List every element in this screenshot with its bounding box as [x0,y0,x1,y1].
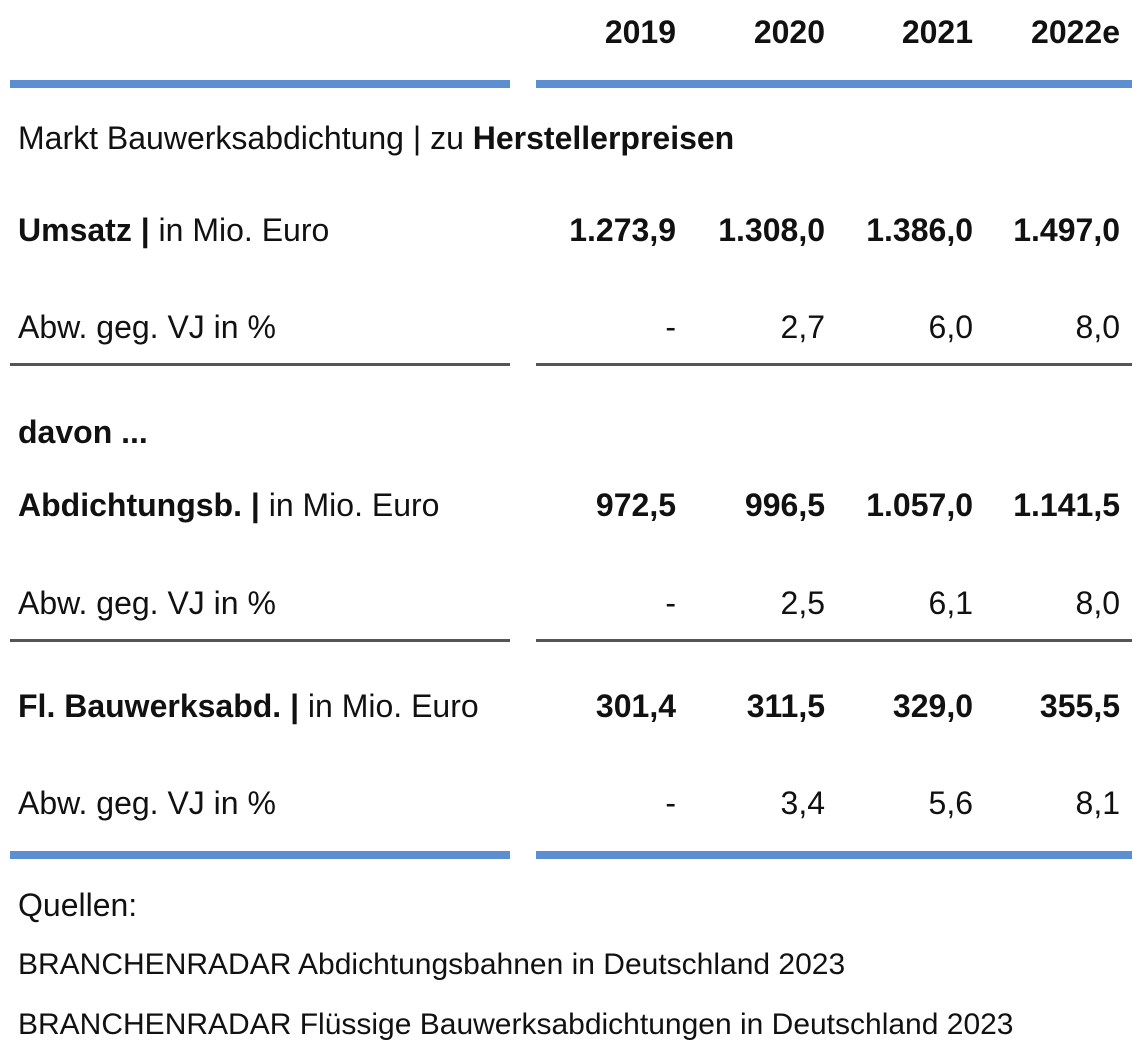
column-header: 2019 [604,14,676,50]
column-header: 2020 [753,14,825,50]
cell-value: - [665,785,676,821]
cell-value: 301,4 [595,688,676,724]
rule [10,80,510,88]
cell-value: 1.386,0 [866,212,973,248]
row-label-text: Abw. geg. VJ in % [18,309,276,345]
rule [10,363,510,366]
row-label: Abdichtungsb. | in Mio. Euro [18,485,439,525]
cell-value: 5,6 [928,785,973,821]
sources-title: Quellen: [18,887,138,923]
row-label-bold: Fl. Bauwerksabd. | [18,688,300,724]
subheading: davon ... [18,414,148,450]
cell-value: 355,5 [1039,688,1120,724]
row-label: Fl. Bauwerksabd. | in Mio. Euro [18,686,479,726]
source-line: BRANCHENRADAR Flüssige Bauwerksabdichtun… [18,1008,1014,1041]
cell-value: 311,5 [746,688,825,724]
rule [536,363,1132,366]
rule [536,639,1132,642]
rule [536,80,1132,88]
source-line: BRANCHENRADAR Abdichtungsbahnen in Deuts… [18,948,846,981]
row-label-text: Abw. geg. VJ in % [18,785,276,821]
cell-value: 972,5 [595,487,676,523]
cell-value: 2,7 [780,309,825,345]
cell-value: 996,5 [744,487,825,523]
cell-value: 3,4 [780,785,825,821]
cell-value: 2,5 [780,585,825,621]
cell-value: 1.057,0 [866,487,973,523]
row-label-text: Abw. geg. VJ in % [18,585,276,621]
row-label: Abw. geg. VJ in % [18,783,276,823]
column-header: 2022e [1031,14,1120,50]
row-label: Abw. geg. VJ in % [18,307,276,347]
row-label-text: in Mio. Euro [307,688,479,724]
rule [10,851,510,859]
section-title: Markt Bauwerksabdichtung | zu Hersteller… [18,118,734,158]
row-label: Umsatz | in Mio. Euro [18,210,329,250]
cell-value: 6,1 [928,585,973,621]
cell-value: 6,0 [928,309,973,345]
cell-value: 329,0 [892,688,973,724]
row-label-text: in Mio. Euro [268,487,440,523]
cell-value: - [665,585,676,621]
row-label-bold: Abdichtungsb. | [18,487,260,523]
section-title-bold: Herstellerpreisen [472,120,735,156]
cell-value: 1.497,0 [1013,212,1120,248]
row-label-bold: Umsatz | [18,212,150,248]
row-label: Abw. geg. VJ in % [18,583,276,623]
cell-value: 1.308,0 [718,212,825,248]
cell-value: - [665,309,676,345]
cell-value: 1.141,5 [1013,487,1120,523]
rule [10,639,510,642]
cell-value: 8,1 [1075,785,1120,821]
row-label-text: in Mio. Euro [158,212,330,248]
section-title-text: Markt Bauwerksabdichtung | zu [18,120,464,156]
column-header: 2021 [901,14,973,50]
cell-value: 8,0 [1075,585,1120,621]
cell-value: 1.273,9 [569,212,676,248]
cell-value: 8,0 [1075,309,1120,345]
rule [536,851,1132,859]
